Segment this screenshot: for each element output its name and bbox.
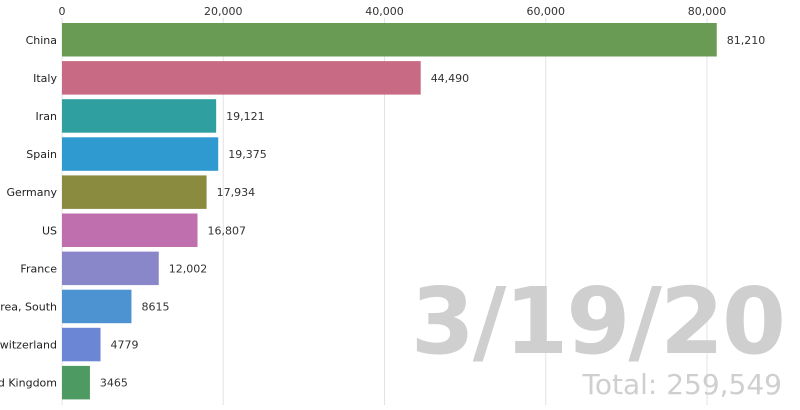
- value-label: 8615: [141, 300, 169, 313]
- bar: [62, 99, 217, 133]
- bar: [62, 213, 198, 247]
- bar: [62, 365, 90, 400]
- value-label: 3465: [100, 377, 128, 390]
- x-axis-ticks: 0 20,000 40,000 60,000 80,000: [59, 5, 727, 18]
- x-tick-label: 0: [59, 5, 66, 18]
- bar: [62, 61, 421, 95]
- value-label: 12,002: [169, 262, 208, 275]
- category-label: Korea, South: [0, 300, 57, 313]
- date-watermark: 3/19/20: [410, 268, 786, 375]
- bar: [62, 23, 717, 57]
- category-label: United Kingdom: [0, 377, 57, 390]
- x-tick-label: 40,000: [365, 5, 404, 18]
- bar: [62, 175, 207, 209]
- category-label: Germany: [6, 186, 57, 199]
- value-label: 4779: [111, 339, 139, 352]
- bar: [62, 137, 219, 171]
- value-label: 19,121: [226, 110, 265, 123]
- value-label: 19,375: [228, 148, 267, 161]
- value-label: 81,210: [727, 34, 766, 47]
- x-tick-label: 80,000: [688, 5, 727, 18]
- value-label: 44,490: [431, 72, 470, 85]
- category-label: Spain: [26, 148, 57, 161]
- bar: [62, 327, 101, 362]
- category-labels: China Italy Iran Spain Germany US France Korea,…: [0, 34, 57, 390]
- bar: [62, 289, 132, 324]
- bars: [62, 23, 717, 400]
- x-tick-label: 60,000: [527, 5, 566, 18]
- category-label: Switzerland: [0, 339, 57, 352]
- value-label: 16,807: [208, 224, 247, 237]
- category-label: Iran: [36, 110, 58, 123]
- x-tick-label: 20,000: [204, 5, 243, 18]
- value-labels: 81,210 44,490 19,121 19,375 17,934 16,807 12,0…: [100, 34, 765, 390]
- category-label: Italy: [33, 72, 57, 85]
- category-label: US: [42, 224, 57, 237]
- total-count: Total: 259,549: [582, 368, 782, 401]
- category-label: France: [20, 262, 57, 275]
- value-label: 17,934: [217, 186, 256, 199]
- bar: [62, 251, 159, 286]
- category-label: China: [26, 34, 57, 47]
